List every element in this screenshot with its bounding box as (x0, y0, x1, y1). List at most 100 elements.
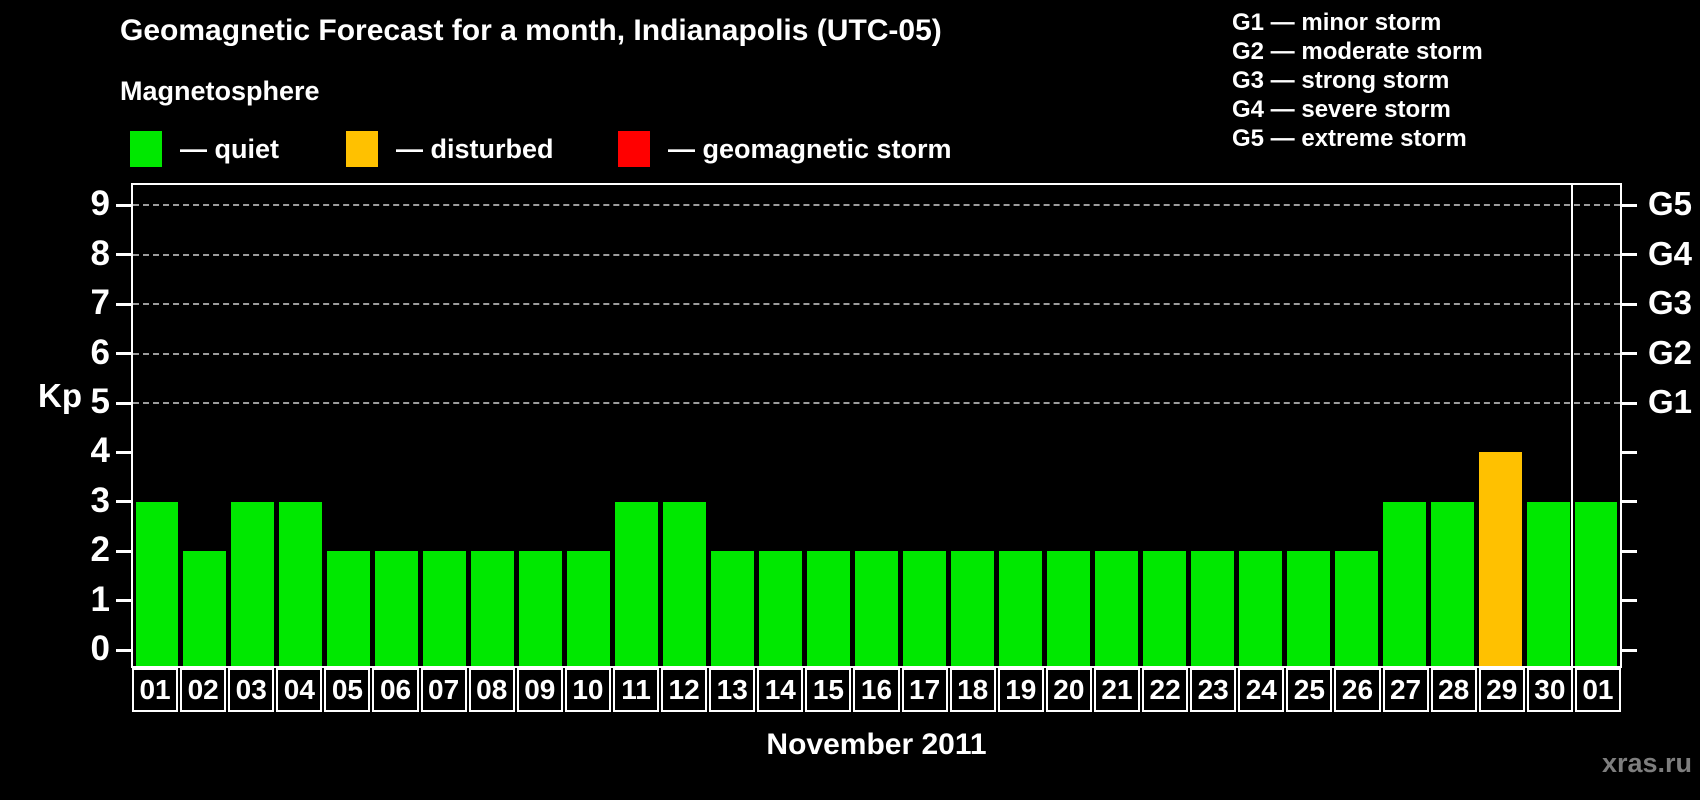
y-tick-label-2: 2 (90, 530, 110, 570)
day-cell-19: 19 (997, 668, 1044, 712)
bar-day-05 (327, 551, 371, 666)
bar-day-10 (567, 551, 611, 666)
day-cell-09: 09 (516, 668, 563, 712)
day-cell-22: 22 (1142, 668, 1189, 712)
bar-day-09 (519, 551, 563, 666)
day-cell-15: 15 (805, 668, 852, 712)
right-axis-tick-4 (1622, 450, 1637, 454)
right-axis-tick-2 (1622, 549, 1637, 553)
y-tick-label-7: 7 (90, 283, 110, 323)
bar-day-25 (1286, 551, 1330, 666)
bar-day-11 (615, 501, 659, 666)
bar-day-26 (1334, 551, 1378, 666)
day-cell-29: 29 (1478, 668, 1525, 712)
day-cell-03: 03 (228, 668, 275, 712)
day-cell-24: 24 (1238, 668, 1285, 712)
day-cell-01: 01 (132, 668, 179, 712)
left-axis-tick-9 (116, 203, 131, 207)
bar-day-03 (231, 501, 275, 666)
day-cell-02: 02 (180, 668, 227, 712)
y-tick-label-1: 1 (90, 579, 110, 619)
day-cell-13: 13 (709, 668, 756, 712)
bar-day-01 (135, 501, 179, 666)
legend-heading: Magnetosphere (120, 76, 320, 106)
right-axis-tick-6 (1622, 352, 1637, 356)
right-axis-tick-3 (1622, 500, 1637, 504)
day-cell-11: 11 (612, 668, 660, 712)
legend-label-disturbed: — disturbed (396, 133, 554, 164)
day-cell-14: 14 (757, 668, 804, 712)
y-tick-label-0: 0 (90, 629, 110, 668)
legend-label-quiet: — quiet (180, 133, 279, 164)
right-axis-tick-1 (1622, 599, 1637, 603)
y-tick-label-9: 9 (90, 184, 110, 224)
g-legend-line-g2: G2 — moderate storm (1232, 38, 1483, 65)
day-cell-07: 07 (420, 668, 467, 712)
gridline-kp5 (133, 402, 1620, 404)
left-axis-tick-0 (116, 648, 131, 652)
y-tick-label-6: 6 (90, 332, 110, 372)
gridline-kp7 (133, 303, 1620, 306)
g-legend-line-g4: G4 — severe storm (1232, 96, 1451, 123)
legend-label-storm: — geomagnetic storm (668, 133, 952, 164)
day-cell-28: 28 (1430, 668, 1477, 712)
legend-item-disturbed: — disturbed (346, 128, 554, 170)
y-tick-label-3: 3 (90, 480, 110, 520)
bar-day-06 (375, 551, 419, 666)
gridline-kp9 (133, 204, 1620, 207)
day-cell-08: 08 (468, 668, 515, 712)
day-cell-18: 18 (949, 668, 996, 712)
right-axis-tick-9 (1622, 203, 1637, 207)
g-tick-label-g3: G3 (1648, 284, 1693, 322)
day-cell-20: 20 (1045, 668, 1092, 712)
bar-day-30 (1526, 501, 1570, 666)
bar-day-16 (855, 551, 898, 666)
bar-day-23 (1190, 551, 1234, 666)
bar-day-12 (663, 501, 707, 666)
left-axis-tick-5 (116, 401, 131, 405)
g-tick-label-g1: G1 (1648, 383, 1693, 420)
bar-day-07 (423, 551, 467, 666)
chart-title: Geomagnetic Forecast for a month, Indian… (120, 14, 942, 47)
day-cell-26: 26 (1334, 668, 1381, 712)
day-cell-05: 05 (324, 668, 371, 712)
left-axis-tick-4 (116, 450, 131, 454)
gridline-kp8 (133, 253, 1620, 256)
bar-day-01-next-month (1574, 501, 1618, 666)
g-legend-line-g5: G5 — extreme storm (1232, 125, 1467, 152)
y-tick-label-8: 8 (90, 233, 110, 273)
g-tick-label-g2: G2 (1648, 333, 1693, 371)
day-cell-23: 23 (1190, 668, 1237, 712)
day-cell-04: 04 (276, 668, 323, 712)
day-cell-21: 21 (1093, 668, 1141, 712)
bar-day-17 (902, 551, 946, 666)
bar-day-04 (279, 501, 323, 666)
y-tick-label-5: 5 (90, 382, 110, 421)
right-axis-tick-8 (1622, 253, 1637, 257)
bar-day-24 (1238, 551, 1282, 666)
bar-day-15 (807, 551, 850, 666)
disturbed-color-swatch (346, 131, 378, 167)
day-cell-06: 06 (372, 668, 419, 712)
left-axis-tick-7 (116, 302, 131, 306)
bar-day-19 (998, 551, 1042, 666)
day-cell-27: 27 (1382, 668, 1429, 712)
bar-day-20 (1046, 551, 1090, 666)
left-axis-tick-3 (116, 500, 131, 504)
bar-day-27 (1382, 501, 1426, 666)
y-axis-label: Kp (38, 377, 82, 414)
bar-day-18 (950, 551, 994, 666)
bar-day-21 (1094, 551, 1138, 666)
day-cell-17: 17 (901, 668, 948, 712)
gridline-kp6 (133, 352, 1620, 355)
legend-item-quiet: — quiet (130, 128, 279, 170)
right-axis-tick-5 (1622, 401, 1637, 405)
day-cell-01-next-month: 01 (1574, 668, 1621, 712)
g-tick-label-g5: G5 (1648, 185, 1693, 223)
x-axis-label: November 2011 (766, 728, 987, 761)
day-cell-25: 25 (1286, 668, 1333, 712)
bar-day-13 (711, 551, 755, 666)
g-scale-legend: G1 — minor storm G2 — moderate storm G3 … (1232, 8, 1483, 153)
y-tick-label-4: 4 (90, 431, 110, 471)
